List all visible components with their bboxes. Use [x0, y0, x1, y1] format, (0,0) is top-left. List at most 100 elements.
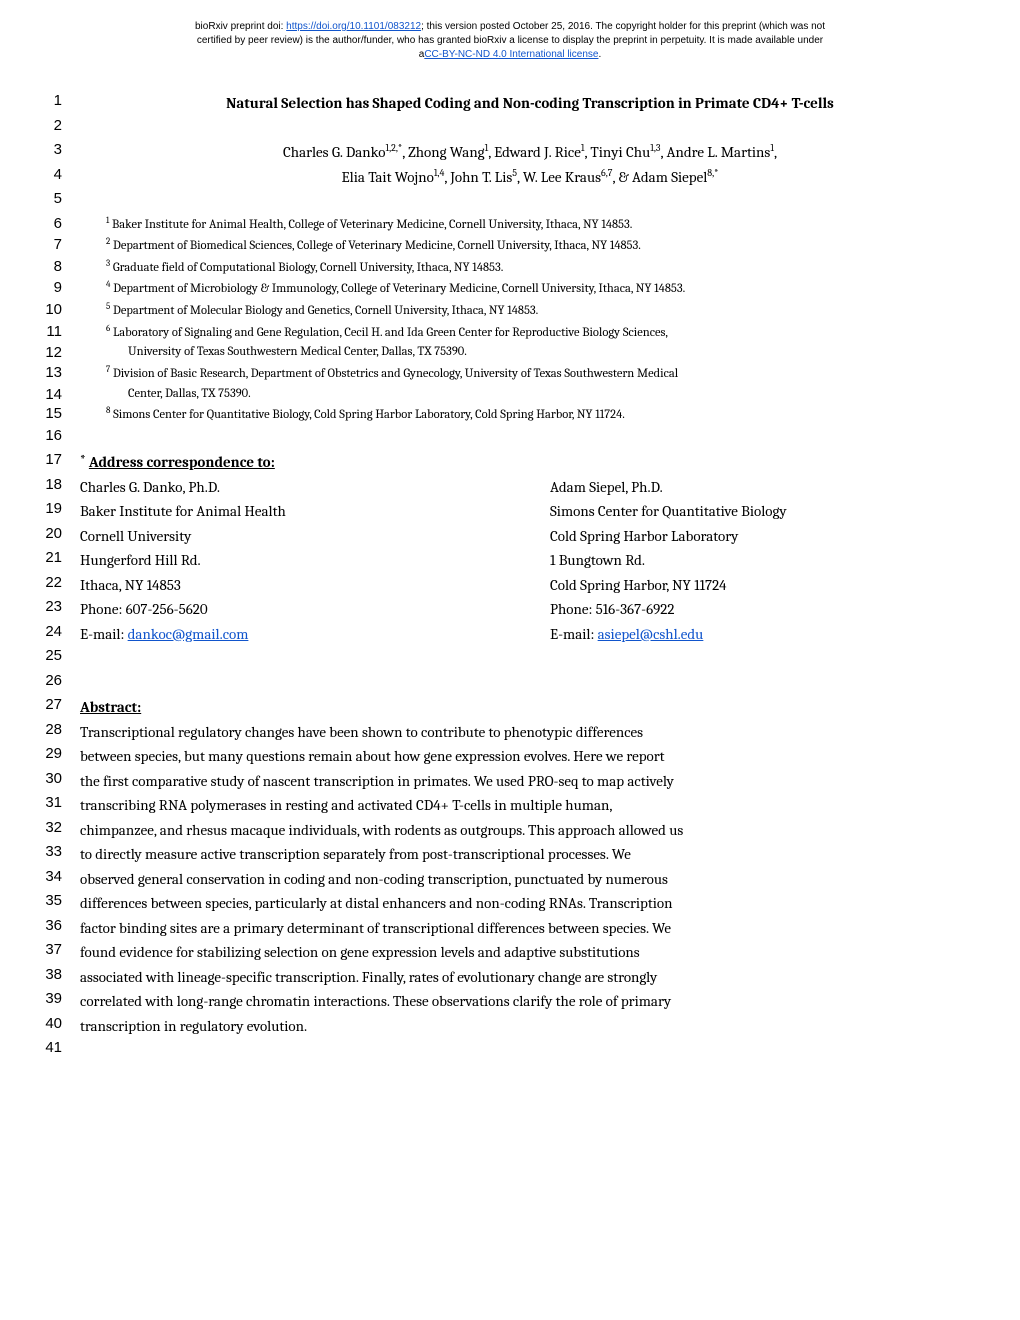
line-number: 11 — [40, 323, 80, 340]
affiliation-4: 4 Department of Microbiology & Immunolog… — [80, 279, 980, 299]
line-number: 38 — [40, 966, 80, 983]
abstract-line: transcribing RNA polymerases in resting … — [80, 794, 980, 817]
affiliation-6: 6 Laboratory of Signaling and Gene Regul… — [80, 323, 980, 343]
contact-left: E-mail: dankoc@gmail.com — [80, 623, 550, 646]
author-sep: , — [774, 143, 777, 161]
line-number: 41 — [40, 1039, 80, 1056]
author: , W. Lee Kraus — [517, 168, 601, 186]
line-number: 32 — [40, 819, 80, 836]
contact-row: Phone: 607-256-5620Phone: 516-367-6922 — [80, 598, 980, 621]
author: , John T. Lis — [444, 168, 512, 186]
preprint-line1-post: ; this version posted October 25, 2016. … — [421, 21, 825, 32]
affiliation-5: 5 Department of Molecular Biology and Ge… — [80, 301, 980, 321]
line-number: 1 — [40, 92, 80, 109]
line-number: 3 — [40, 141, 80, 158]
abstract-line: to directly measure active transcription… — [80, 843, 980, 866]
contact-row: Ithaca, NY 14853Cold Spring Harbor, NY 1… — [80, 574, 980, 597]
preprint-line3-post: . — [598, 49, 601, 60]
line-number: 19 — [40, 500, 80, 517]
contact-right: 1 Bungtown Rd. — [550, 549, 980, 572]
correspondence-heading-line: * Address correspondence to: — [80, 451, 980, 474]
contact-left: Cornell University — [80, 525, 550, 548]
affil-text: Baker Institute for Animal Health, Colle… — [109, 218, 632, 232]
affiliation-7: 7 Division of Basic Research, Department… — [80, 364, 980, 384]
blank-line — [80, 647, 980, 670]
blank-line — [80, 427, 980, 450]
affil-sup: 6,7 — [601, 167, 612, 179]
abstract-line: the first comparative study of nascent t… — [80, 770, 980, 793]
abstract-line: factor binding sites are a primary deter… — [80, 917, 980, 940]
abstract-heading-line: Abstract: — [80, 696, 980, 719]
abstract-line: observed general conservation in coding … — [80, 868, 980, 891]
blank-line — [80, 190, 980, 213]
affil-text: Graduate field of Computational Biology,… — [110, 261, 503, 275]
line-number: 8 — [40, 258, 80, 275]
email-link-siepel[interactable]: asiepel@cshl.edu — [598, 625, 704, 643]
contact-row: Hungerford Hill Rd.1 Bungtown Rd. — [80, 549, 980, 572]
email-label: E-mail: — [550, 625, 598, 643]
author: , & Adam Siepel — [612, 168, 707, 186]
contact-left: Phone: 607-256-5620 — [80, 598, 550, 621]
line-number: 26 — [40, 672, 80, 689]
blank-line — [80, 1039, 980, 1062]
license-link[interactable]: CC-BY-NC-ND 4.0 International license — [424, 49, 598, 60]
contact-left: Ithaca, NY 14853 — [80, 574, 550, 597]
affiliation-7-cont: Center, Dallas, TX 75390. — [80, 386, 980, 404]
line-number: 5 — [40, 190, 80, 207]
affil-sup: 1,4 — [434, 167, 445, 179]
contact-row: Charles G. Danko, Ph.D.Adam Siepel, Ph.D… — [80, 476, 980, 499]
affil-text: Department of Biomedical Sciences, Colle… — [110, 239, 641, 253]
affiliation-1: 1 Baker Institute for Animal Health, Col… — [80, 215, 980, 235]
author: Charles G. Danko — [283, 143, 386, 161]
affil-sup: 8,* — [707, 167, 718, 179]
manuscript-body: 1Natural Selection has Shaped Coding and… — [40, 92, 980, 1062]
line-number: 12 — [40, 344, 80, 361]
author: , Edward J. Rice — [488, 143, 581, 161]
abstract-line: associated with lineage-specific transcr… — [80, 966, 980, 989]
abstract-line: Transcriptional regulatory changes have … — [80, 721, 980, 744]
line-number: 7 — [40, 236, 80, 253]
line-number: 18 — [40, 476, 80, 493]
affiliation-8: 8 Simons Center for Quantitative Biology… — [80, 405, 980, 425]
line-number: 35 — [40, 892, 80, 909]
contact-left: Hungerford Hill Rd. — [80, 549, 550, 572]
abstract-line: chimpanzee, and rhesus macaque individua… — [80, 819, 980, 842]
abstract-line: found evidence for stabilizing selection… — [80, 941, 980, 964]
line-number: 14 — [40, 386, 80, 403]
line-number: 20 — [40, 525, 80, 542]
authors-line-1: Charles G. Danko1,2,*, Zhong Wang1, Edwa… — [80, 141, 980, 164]
preprint-header: bioRxiv preprint doi: https://doi.org/10… — [40, 20, 980, 62]
line-number: 23 — [40, 598, 80, 615]
line-number: 28 — [40, 721, 80, 738]
affil-text: Division of Basic Research, Department o… — [110, 367, 678, 381]
line-number: 25 — [40, 647, 80, 664]
line-number: 22 — [40, 574, 80, 591]
doi-link[interactable]: https://doi.org/10.1101/083212 — [286, 21, 421, 32]
contact-row-email: E-mail: dankoc@gmail.comE-mail: asiepel@… — [80, 623, 980, 646]
line-number: 15 — [40, 405, 80, 422]
contact-right: Cold Spring Harbor, NY 11724 — [550, 574, 980, 597]
affil-text: Department of Molecular Biology and Gene… — [110, 304, 538, 318]
abstract-line: transcription in regulatory evolution. — [80, 1015, 980, 1038]
affil-sup: 1,2,* — [385, 142, 402, 154]
line-number: 24 — [40, 623, 80, 640]
line-number: 31 — [40, 794, 80, 811]
blank-line — [80, 672, 980, 695]
line-number: 40 — [40, 1015, 80, 1032]
abstract-line: between species, but many questions rema… — [80, 745, 980, 768]
contact-right: Adam Siepel, Ph.D. — [550, 476, 980, 499]
abstract-heading: Abstract: — [80, 698, 141, 716]
contact-right: E-mail: asiepel@cshl.edu — [550, 623, 980, 646]
affiliation-2: 2 Department of Biomedical Sciences, Col… — [80, 236, 980, 256]
line-number: 17 — [40, 451, 80, 468]
line-number: 34 — [40, 868, 80, 885]
affil-text: Department of Microbiology & Immunology,… — [110, 283, 685, 297]
line-number: 21 — [40, 549, 80, 566]
email-label: E-mail: — [80, 625, 128, 643]
line-number: 4 — [40, 166, 80, 183]
contact-right: Phone: 516-367-6922 — [550, 598, 980, 621]
abstract-line: differences between species, particularl… — [80, 892, 980, 915]
email-link-danko[interactable]: dankoc@gmail.com — [128, 625, 249, 643]
affiliation-6-cont: University of Texas Southwestern Medical… — [80, 344, 980, 362]
line-number: 9 — [40, 279, 80, 296]
